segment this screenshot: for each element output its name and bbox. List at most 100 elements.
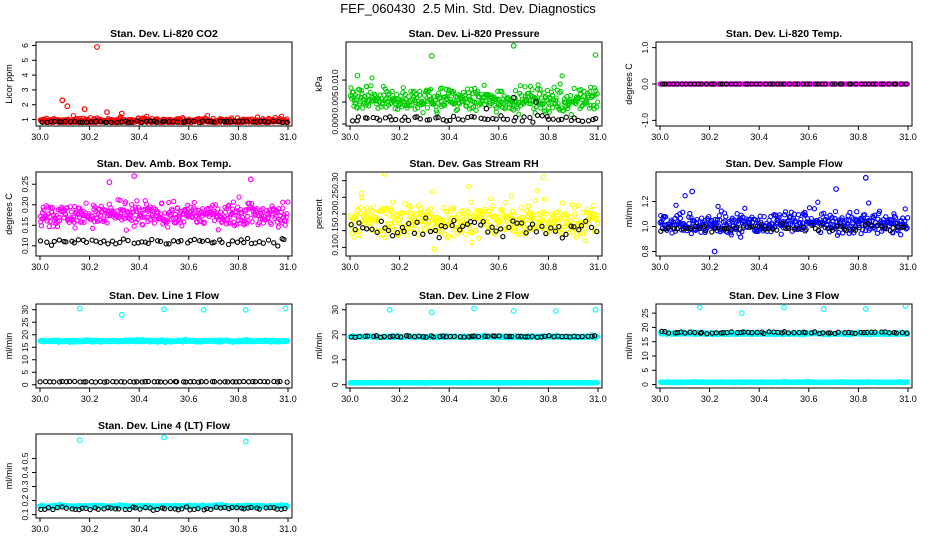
data-point xyxy=(539,334,545,340)
data-point xyxy=(869,222,875,229)
data-point xyxy=(847,209,853,216)
data-point xyxy=(399,117,405,123)
data-point xyxy=(898,81,905,87)
data-point xyxy=(580,209,586,216)
data-point xyxy=(762,226,768,232)
data-point xyxy=(108,119,114,125)
data-point xyxy=(426,117,433,123)
data-point xyxy=(862,81,868,87)
data-point xyxy=(834,223,840,230)
data-point xyxy=(757,81,763,87)
data-point xyxy=(825,225,831,232)
data-point xyxy=(576,227,582,233)
chart-title: Stan. Dev. Gas Stream RH xyxy=(409,158,538,170)
x-tick-label: 30.6 xyxy=(800,394,818,404)
data-point xyxy=(359,195,365,201)
data-point xyxy=(522,334,529,340)
data-point xyxy=(829,81,836,87)
points-layer xyxy=(37,305,291,385)
data-point xyxy=(588,102,594,109)
data-point xyxy=(414,227,421,233)
data-point xyxy=(371,333,377,340)
data-point xyxy=(715,203,721,210)
x-tick-label: 30.8 xyxy=(540,262,558,272)
data-point xyxy=(556,209,563,215)
data-point xyxy=(565,105,571,112)
data-point xyxy=(47,218,53,225)
data-point xyxy=(703,81,710,87)
data-point xyxy=(385,227,392,234)
data-point xyxy=(170,238,177,244)
data-point xyxy=(460,117,466,123)
data-point xyxy=(63,379,69,385)
outlier-point xyxy=(510,94,517,101)
data-point xyxy=(485,229,491,235)
data-point xyxy=(717,81,723,87)
y-axis-label: degrees C xyxy=(624,63,634,105)
y-tick-label: 0.000 xyxy=(330,113,340,135)
data-point xyxy=(588,224,595,231)
data-point xyxy=(506,333,512,340)
data-point xyxy=(437,333,443,340)
data-point xyxy=(268,221,274,227)
data-point xyxy=(862,212,868,218)
data-point xyxy=(802,212,809,218)
data-point xyxy=(552,228,559,234)
x-tick-label: 30.6 xyxy=(490,132,508,142)
data-point xyxy=(853,81,859,87)
data-point xyxy=(554,209,560,215)
data-point xyxy=(543,230,549,237)
data-point xyxy=(904,225,910,231)
data-point xyxy=(692,223,698,229)
data-point xyxy=(414,219,420,225)
data-point xyxy=(369,75,375,81)
data-point xyxy=(783,225,789,232)
data-point xyxy=(427,86,434,92)
y-tick-label: 10 xyxy=(640,351,650,361)
x-tick-label: 30.6 xyxy=(800,132,818,142)
data-point xyxy=(404,232,410,238)
data-point xyxy=(740,223,747,229)
data-point xyxy=(595,333,601,340)
data-point xyxy=(498,226,504,232)
data-point xyxy=(174,119,181,125)
data-point xyxy=(227,214,233,220)
plot-frame xyxy=(35,303,293,389)
data-point xyxy=(171,198,177,205)
y-tick-label: 2 xyxy=(20,102,30,107)
data-point xyxy=(142,379,148,385)
data-point xyxy=(556,223,562,230)
data-point xyxy=(378,334,384,340)
data-point xyxy=(377,117,383,123)
data-point xyxy=(432,225,438,231)
data-point xyxy=(752,217,759,223)
data-point xyxy=(396,220,402,226)
data-point xyxy=(155,379,161,385)
data-point xyxy=(559,73,565,79)
data-point xyxy=(424,105,431,111)
data-point xyxy=(388,220,395,226)
data-point xyxy=(104,379,110,385)
data-point xyxy=(559,200,565,206)
data-point xyxy=(535,82,541,88)
points-layer xyxy=(657,174,911,255)
data-point xyxy=(145,240,151,247)
data-point xyxy=(465,208,471,215)
data-point xyxy=(845,217,852,224)
data-point xyxy=(385,91,391,98)
data-point xyxy=(709,229,715,235)
data-point xyxy=(541,196,548,202)
data-point xyxy=(367,89,373,96)
data-point xyxy=(63,239,69,245)
data-point xyxy=(229,238,236,244)
data-point xyxy=(515,333,521,339)
data-point xyxy=(540,214,547,221)
x-tick-label: 31.0 xyxy=(899,394,917,404)
data-point xyxy=(778,81,784,87)
points-layer xyxy=(347,173,601,252)
data-point xyxy=(147,204,154,210)
data-point xyxy=(578,223,585,229)
data-point xyxy=(217,209,224,216)
data-point xyxy=(475,88,481,95)
data-point xyxy=(97,378,103,385)
